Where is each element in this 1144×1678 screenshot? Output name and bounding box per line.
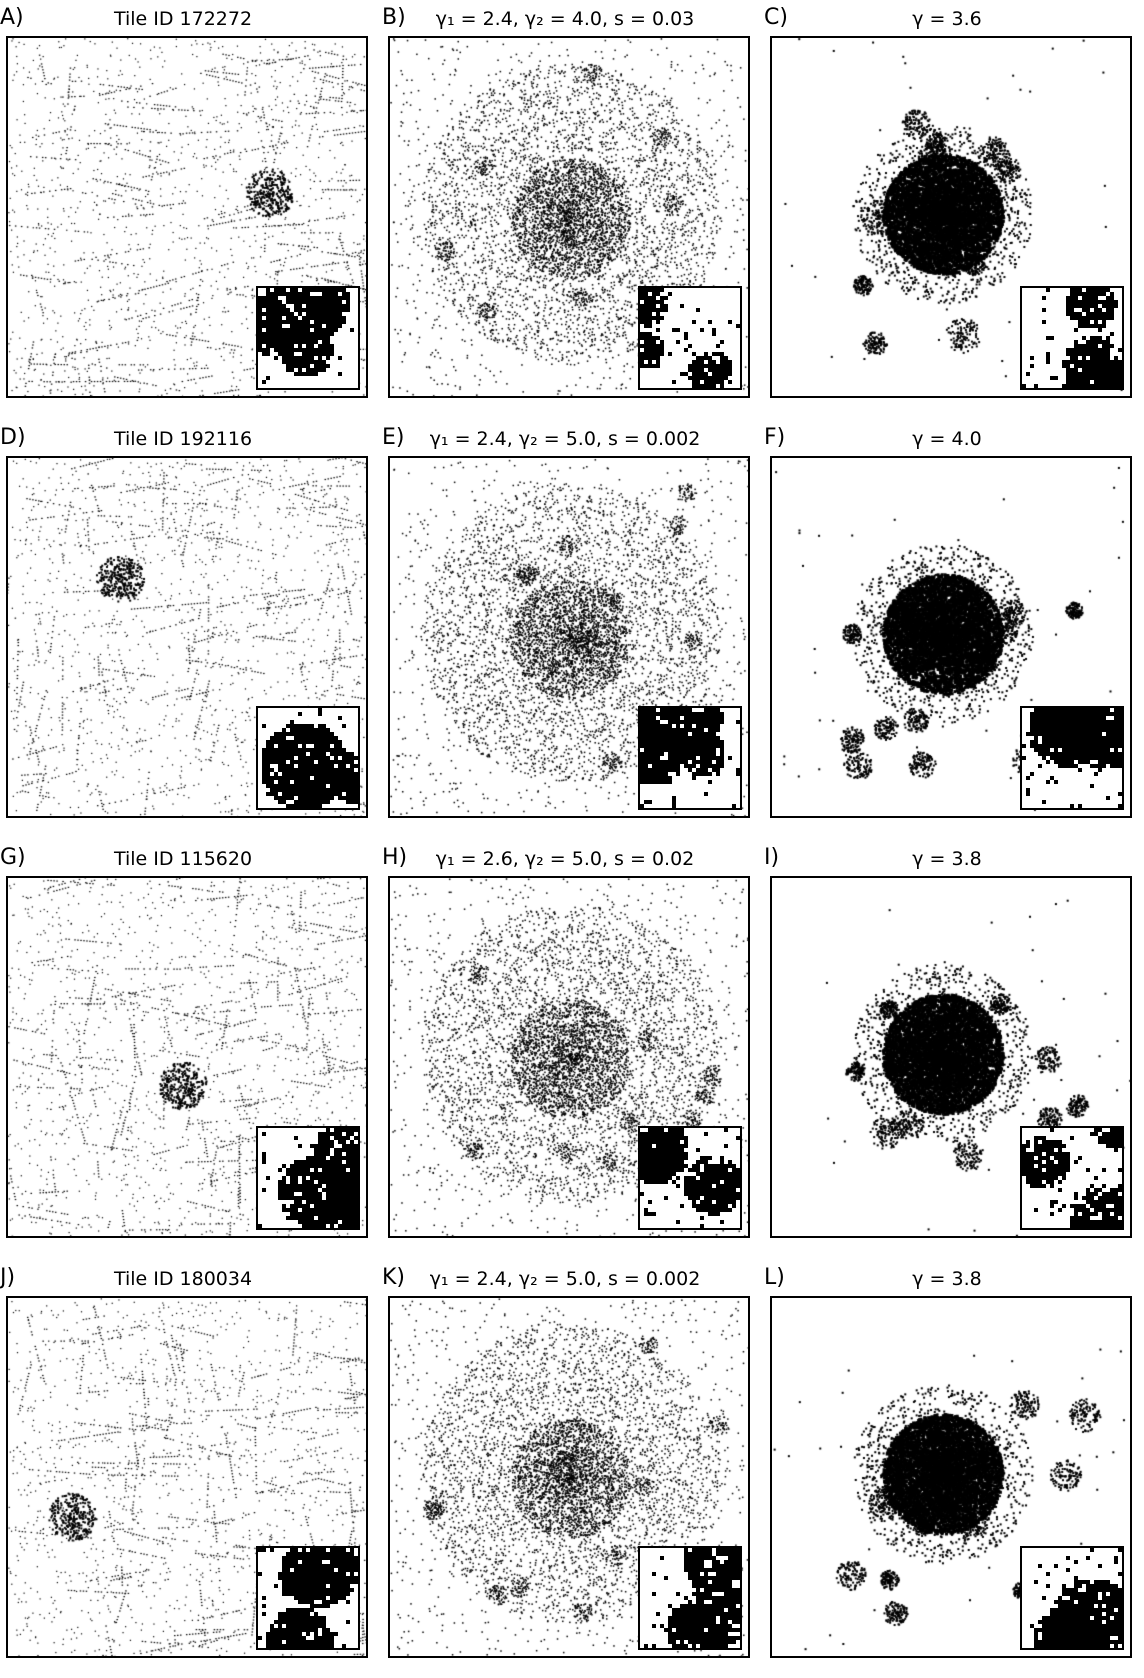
- panel-letter: A): [0, 5, 24, 30]
- zoom-inset: [638, 1126, 742, 1230]
- panel-title: γ₁ = 2.4, γ₂ = 4.0, s = 0.03: [435, 8, 695, 30]
- map-frame: [770, 1296, 1132, 1658]
- panel-letter: J): [0, 1265, 16, 1290]
- zoom-inset-map: [640, 1548, 740, 1648]
- zoom-inset: [638, 706, 742, 810]
- panel-letter: E): [382, 425, 405, 450]
- zoom-inset-map: [640, 288, 740, 388]
- map-frame: [6, 876, 368, 1238]
- panel-letter: I): [764, 845, 780, 870]
- panel-j: J) Tile ID 180034: [0, 1260, 368, 1664]
- map-frame: [6, 36, 368, 398]
- zoom-inset-map: [258, 1548, 358, 1648]
- map-frame: [388, 876, 750, 1238]
- panel-title: γ₁ = 2.4, γ₂ = 5.0, s = 0.002: [429, 1268, 701, 1290]
- panel-title: Tile ID 115620: [113, 848, 253, 870]
- panel-letter: F): [764, 425, 786, 450]
- zoom-inset: [256, 286, 360, 390]
- map-frame: [770, 36, 1132, 398]
- zoom-inset: [1020, 706, 1124, 810]
- zoom-inset: [256, 706, 360, 810]
- map-frame: [388, 456, 750, 818]
- map-frame: [6, 456, 368, 818]
- zoom-inset-map: [258, 708, 358, 808]
- panel-title: γ = 3.8: [912, 1268, 982, 1290]
- panel-title: γ = 3.8: [912, 848, 982, 870]
- panel-letter: H): [382, 845, 408, 870]
- panel-title: Tile ID 180034: [113, 1268, 253, 1290]
- zoom-inset: [256, 1126, 360, 1230]
- zoom-inset-map: [640, 708, 740, 808]
- panel-letter: D): [0, 425, 26, 450]
- panel-c: C) γ = 3.6: [764, 0, 1132, 404]
- map-frame: [770, 876, 1132, 1238]
- panel-title: γ = 4.0: [912, 428, 982, 450]
- map-frame: [770, 456, 1132, 818]
- panel-h: H) γ₁ = 2.6, γ₂ = 5.0, s = 0.02: [382, 840, 750, 1244]
- panel-letter: B): [382, 5, 406, 30]
- panel-a: A) Tile ID 172272: [0, 0, 368, 404]
- zoom-inset-map: [1022, 708, 1122, 808]
- panel-b: B) γ₁ = 2.4, γ₂ = 4.0, s = 0.03: [382, 0, 750, 404]
- zoom-inset-map: [1022, 1128, 1122, 1228]
- panel-g: G) Tile ID 115620: [0, 840, 368, 1244]
- zoom-inset: [1020, 286, 1124, 390]
- panel-e: E) γ₁ = 2.4, γ₂ = 5.0, s = 0.002: [382, 420, 750, 824]
- zoom-inset: [1020, 1546, 1124, 1650]
- panel-k: K) γ₁ = 2.4, γ₂ = 5.0, s = 0.002: [382, 1260, 750, 1664]
- zoom-inset-map: [640, 1128, 740, 1228]
- panel-title: γ₁ = 2.6, γ₂ = 5.0, s = 0.02: [435, 848, 695, 870]
- zoom-inset: [1020, 1126, 1124, 1230]
- panel-title: Tile ID 192116: [113, 428, 253, 450]
- panel-letter: C): [764, 5, 788, 30]
- panel-title: γ₁ = 2.4, γ₂ = 5.0, s = 0.002: [429, 428, 701, 450]
- map-frame: [388, 36, 750, 398]
- map-frame: [6, 1296, 368, 1658]
- zoom-inset: [638, 1546, 742, 1650]
- zoom-inset-map: [258, 1128, 358, 1228]
- zoom-inset-map: [258, 288, 358, 388]
- panel-title: Tile ID 172272: [113, 8, 253, 30]
- panel-i: I) γ = 3.8: [764, 840, 1132, 1244]
- panel-letter: L): [764, 1265, 785, 1290]
- zoom-inset: [256, 1546, 360, 1650]
- zoom-inset-map: [1022, 288, 1122, 388]
- zoom-inset: [638, 286, 742, 390]
- panel-title: γ = 3.6: [912, 8, 982, 30]
- panel-f: F) γ = 4.0: [764, 420, 1132, 824]
- panel-l: L) γ = 3.8: [764, 1260, 1132, 1664]
- panel-d: D) Tile ID 192116: [0, 420, 368, 824]
- zoom-inset-map: [1022, 1548, 1122, 1648]
- map-frame: [388, 1296, 750, 1658]
- panel-letter: G): [0, 845, 26, 870]
- panel-letter: K): [382, 1265, 406, 1290]
